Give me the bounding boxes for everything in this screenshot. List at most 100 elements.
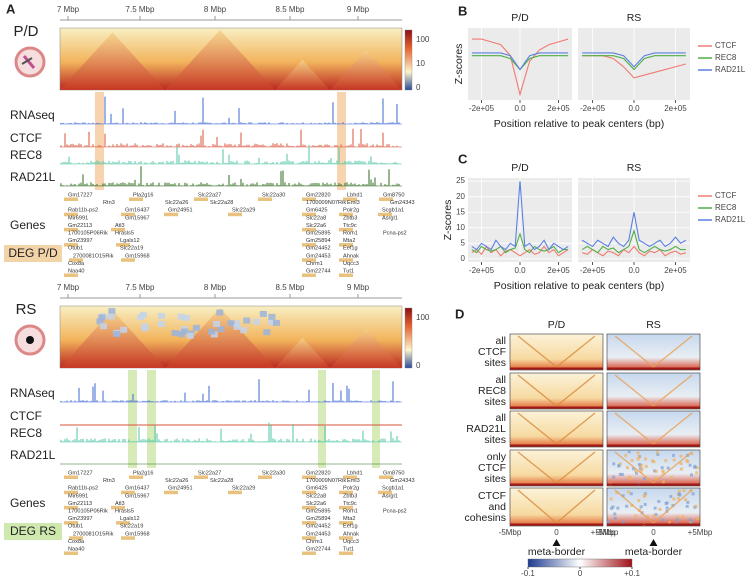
colorbar xyxy=(404,307,413,369)
gene-label: Cox8a xyxy=(68,261,85,267)
noise-cell xyxy=(627,475,631,479)
noise-cell xyxy=(661,480,665,484)
noise-cell xyxy=(616,506,620,510)
meta-border-arrow xyxy=(649,539,658,546)
row-label: and xyxy=(488,501,506,513)
gene-block xyxy=(302,521,316,525)
x-tick-label: -2e+05 xyxy=(469,266,495,275)
noise-cell xyxy=(676,497,680,501)
gene-label: Tut1 xyxy=(343,546,354,552)
hic-cell xyxy=(139,311,147,318)
gene-label: Eml3 xyxy=(347,200,360,206)
gene-block xyxy=(164,490,178,495)
gene-label: Gm6425 xyxy=(306,208,327,214)
gene-block xyxy=(64,197,78,201)
gene-label: Slc22a29 xyxy=(232,486,255,492)
track-signal xyxy=(60,166,400,186)
meta-border-v xyxy=(517,374,596,407)
noise-cell xyxy=(676,518,680,522)
gene-label: Gm22744 xyxy=(306,268,331,274)
hic-cell xyxy=(157,321,165,328)
hic-cell xyxy=(217,326,225,333)
noise-cell xyxy=(609,497,613,501)
gene-block xyxy=(302,197,316,201)
gene-label: Gm22820 xyxy=(306,192,331,198)
gene-label: Mir6991 xyxy=(68,215,88,221)
legend-label: CTCF xyxy=(715,41,736,50)
y-tick-label: 15 xyxy=(456,207,465,216)
gene-label: Gm24452 xyxy=(306,524,331,530)
highlight-band xyxy=(95,92,104,190)
colorbar-tick-label: -0.1 xyxy=(521,569,535,578)
gene-label: Lbhd1 xyxy=(347,192,363,198)
noise-cell xyxy=(669,494,673,498)
deg-label: DEG RS xyxy=(10,524,56,538)
gene-label: Slc22a8 xyxy=(306,493,326,499)
tad-domain xyxy=(275,337,330,368)
noise-cell xyxy=(644,464,648,468)
noise-cell xyxy=(636,457,640,461)
track-label: RNAseq xyxy=(10,386,55,400)
y-axis-label: Z-scores xyxy=(442,200,454,241)
noise-cell xyxy=(696,517,700,521)
tad-domain xyxy=(275,59,330,90)
gene-label: Slc22a26 xyxy=(165,200,188,206)
gene-label: Ahnak xyxy=(343,531,359,537)
aggregate-heatmap xyxy=(509,449,604,487)
gene-label: Slc22a26 xyxy=(165,478,188,484)
y-tick-label: 25 xyxy=(456,176,465,185)
gene-block xyxy=(121,212,135,217)
x-tick-label: 2e+05 xyxy=(664,266,687,275)
gene-label: Gm15967 xyxy=(125,215,150,221)
gene-block xyxy=(339,243,353,247)
gene-label: Eef1g xyxy=(343,524,358,530)
deg-box xyxy=(4,523,62,540)
noise-cell xyxy=(617,464,621,468)
noise-cell xyxy=(625,466,629,470)
gene-label: Pcna-ps2 xyxy=(383,230,407,236)
aggregate-heatmap xyxy=(509,372,604,410)
noise-cell xyxy=(682,489,686,493)
colorbar-tick-label: 0 xyxy=(416,83,421,92)
noise-cell xyxy=(681,515,685,519)
hic-cell xyxy=(272,319,280,326)
gene-label: Hrasls5 xyxy=(115,508,134,514)
noise-cell xyxy=(688,518,692,522)
colorbar-tick-label: 0 xyxy=(416,361,421,370)
x-tick-label: 2e+05 xyxy=(547,104,570,113)
gene-block xyxy=(302,551,316,555)
axis-tick-label: 7.5 Mbp xyxy=(126,5,155,14)
noise-cell xyxy=(615,491,619,495)
aggregate-heatmap xyxy=(606,372,701,410)
noise-cell xyxy=(690,452,694,456)
series-line xyxy=(582,52,686,68)
gene-block xyxy=(339,521,353,525)
gene-label: Asrgl1 xyxy=(382,215,398,221)
legend-label: REC8 xyxy=(715,203,737,212)
x-axis-label: -5Mbp xyxy=(499,528,522,537)
track-signal xyxy=(60,128,400,147)
noise-cell xyxy=(607,520,611,524)
aggregate-heatmap xyxy=(606,410,701,448)
gene-label: Slc22a6 xyxy=(306,223,326,229)
gene-label: Pla2g16 xyxy=(133,192,154,198)
noise-cell xyxy=(661,469,665,473)
axis-tick-label: 7 Mbp xyxy=(57,5,80,14)
colorbar-tick-label: 10 xyxy=(416,59,425,68)
axis-tick-label: 7 Mbp xyxy=(57,283,80,292)
gene-label: Eml3 xyxy=(347,478,360,484)
row-label: sites xyxy=(484,434,506,446)
gene-label: Mta2 xyxy=(343,238,355,244)
colorbar xyxy=(404,29,413,91)
noise-cell xyxy=(684,498,688,502)
hic-cell xyxy=(253,318,261,325)
gene-block xyxy=(339,227,353,232)
tad-domain xyxy=(330,328,402,368)
chromosome xyxy=(22,55,36,69)
noise-cell xyxy=(679,467,683,471)
gene-block xyxy=(64,243,78,247)
noise-cell xyxy=(611,505,615,509)
hic-cell xyxy=(100,323,108,330)
gene-label: Rom1 xyxy=(343,230,358,236)
